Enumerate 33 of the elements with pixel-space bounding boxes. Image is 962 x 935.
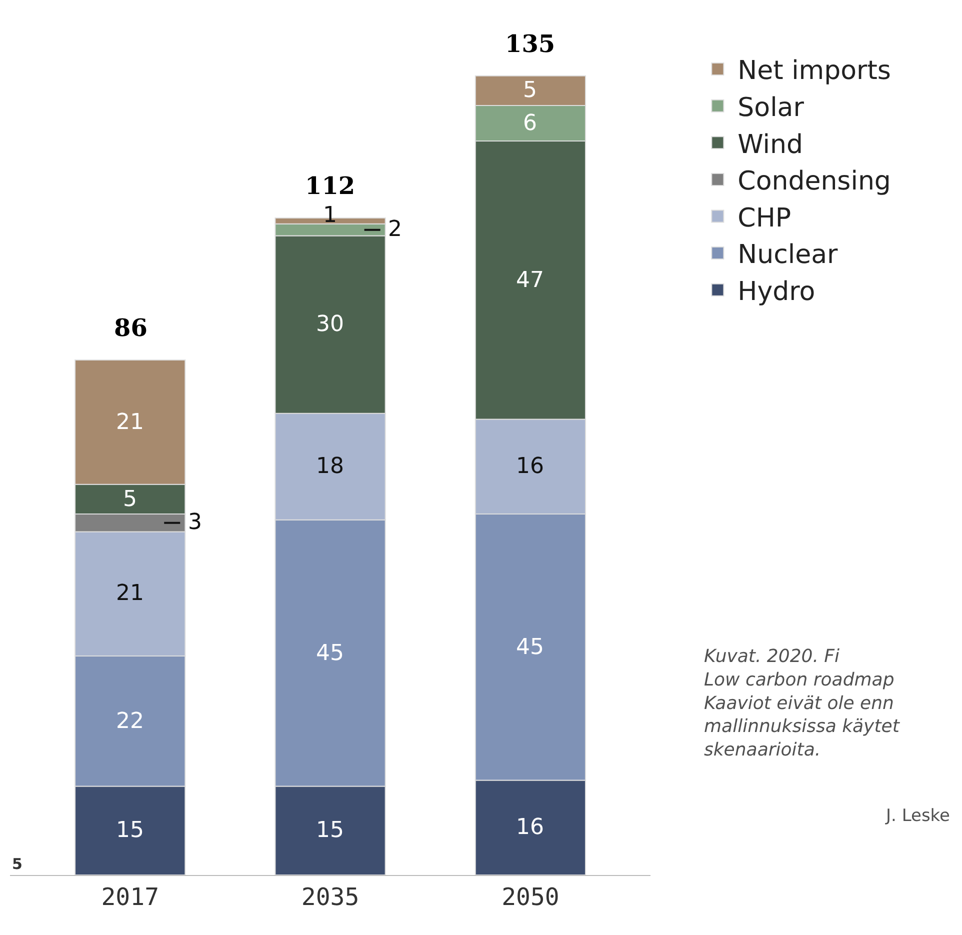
legend-label: Nuclear	[738, 240, 838, 270]
data-label: 18	[316, 454, 344, 479]
data-label: 45	[316, 641, 344, 666]
data-label: 21	[116, 581, 144, 606]
legend-label: Solar	[738, 92, 804, 123]
text: Kuvat. 2020. Fi Low carbon roadmap Kaaviot eivät ole enn mallinnuksissa käytet skenaarioita.	[704, 646, 900, 761]
legend-label: Condensing	[738, 166, 891, 197]
legend-label: Wind	[738, 130, 804, 160]
total-label: 112	[305, 171, 356, 200]
data-label: 30	[316, 312, 344, 337]
data-label: 15	[116, 818, 144, 843]
data-label: 16	[516, 815, 544, 840]
legend-label: CHP	[738, 203, 792, 234]
data-label: 2	[388, 217, 402, 242]
x-tick-label: 2035	[301, 882, 360, 911]
data-label: 45	[516, 635, 544, 660]
data-label: 21	[116, 410, 144, 435]
text: J. Leske	[885, 806, 950, 826]
data-label: 3	[188, 510, 202, 535]
data-label: 22	[116, 709, 144, 734]
x-tick-label: 2017	[101, 882, 160, 911]
legend-label: Net imports	[738, 56, 891, 86]
data-label: 5	[123, 487, 137, 512]
total-label: 86	[114, 313, 148, 342]
data-label: 15	[316, 818, 344, 843]
data-label: 5	[523, 78, 537, 103]
data-label: 16	[516, 454, 544, 479]
data-label: 47	[516, 268, 544, 293]
data-label: 6	[523, 111, 537, 136]
legend-label: Hydro	[738, 276, 816, 307]
annotation: 5	[12, 855, 22, 873]
total-label: 135	[505, 29, 556, 58]
x-tick-label: 2050	[502, 882, 560, 911]
